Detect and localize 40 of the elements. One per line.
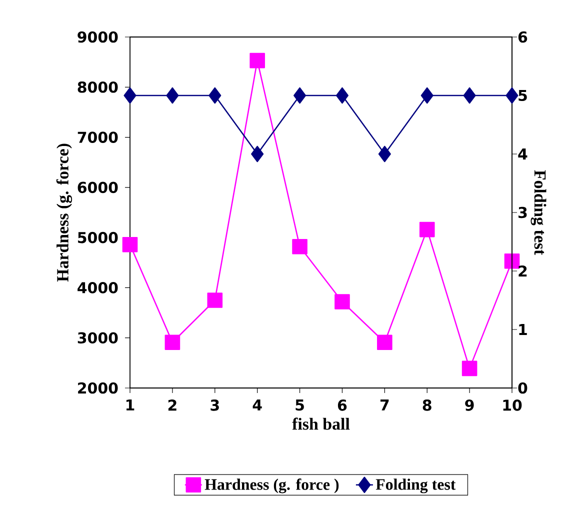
x-axis-title: fish ball [292, 418, 350, 430]
y2-tick-label: 5 [518, 90, 527, 102]
legend-label: Folding test [376, 478, 456, 494]
point [377, 334, 392, 350]
y2-tick-label: 3 [518, 206, 527, 218]
point [292, 238, 308, 254]
y2-tick-label: 4 [518, 148, 528, 160]
y2-tick-label: 2 [518, 265, 527, 277]
y-tick-label: 7000 [78, 132, 118, 143]
x-tick-label: 3 [210, 400, 219, 411]
x-tick-label: 9 [465, 400, 474, 411]
y-tick-label: 9000 [78, 31, 118, 43]
y2-axis-title: Folding test [530, 170, 546, 255]
y2-tick-label: 0 [518, 382, 528, 394]
x-tick-label: 5 [296, 400, 304, 411]
x-tick-label: 7 [380, 400, 389, 410]
x-tick-label: 2 [168, 400, 176, 411]
point [164, 334, 180, 350]
y-tick-label: 2000 [78, 382, 118, 394]
x-tick-label: 8 [422, 400, 432, 411]
point [462, 360, 478, 376]
legend-label: Hardness (g. force ) [204, 478, 339, 494]
y2-tick-label: 6 [518, 31, 528, 43]
point [504, 253, 520, 269]
point [334, 294, 350, 310]
point [207, 292, 223, 308]
x-tick-label: 1 [126, 400, 134, 410]
x-tick-label: 4 [252, 400, 262, 410]
point [122, 236, 138, 252]
y-tick-label: 3000 [78, 332, 118, 344]
point [419, 222, 435, 238]
point [250, 52, 265, 68]
y-tick-label: 5000 [78, 232, 118, 244]
y-tick-label: 6000 [78, 182, 118, 194]
y-tick-label: 8000 [78, 81, 118, 93]
y-axis-title: Hardness (g. force) [56, 144, 72, 282]
x-tick-label: 6 [338, 400, 347, 411]
y2-tick-label: 1 [519, 324, 527, 335]
y-tick-label: 4000 [78, 282, 118, 294]
x-tick-label: 10 [503, 400, 522, 411]
